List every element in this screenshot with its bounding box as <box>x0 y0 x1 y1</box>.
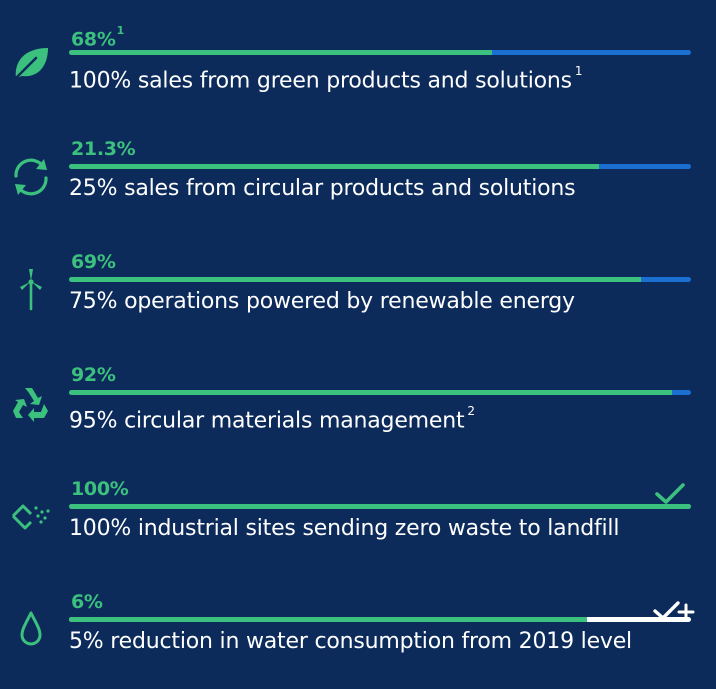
target-label: 100% sales from green products and solut… <box>69 64 583 94</box>
footnote-marker: 1 <box>116 24 125 37</box>
target-label: 75% operations powered by renewable ener… <box>69 289 575 314</box>
target-value: 100% <box>71 478 129 500</box>
wind-turbine-icon <box>8 267 54 313</box>
progress-fill <box>69 390 673 395</box>
target-row-renewable-energy: 69% 75% operations powered by renewable … <box>0 249 716 349</box>
progress-bar <box>69 504 691 509</box>
target-label: 95% circular materials management 2 <box>69 404 475 434</box>
target-label: 25% sales from circular products and sol… <box>69 176 576 201</box>
target-label: 5% reduction in water consumption from 2… <box>69 629 632 654</box>
target-value: 68%1 <box>71 24 125 51</box>
waste-bin-icon <box>8 494 54 540</box>
progress-bar <box>69 390 691 395</box>
progress-fill <box>69 277 642 282</box>
target-value: 69% <box>71 251 116 273</box>
recycle-icon <box>8 380 54 426</box>
target-row-circular-sales: 21.3% 25% sales from circular products a… <box>0 136 716 236</box>
progress-bar <box>69 617 691 622</box>
target-row-water-reduction: 6% 5% reduction in water consumption fro… <box>0 589 716 689</box>
progress-fill <box>69 50 492 55</box>
footnote-marker: 2 <box>467 404 475 418</box>
target-value: 92% <box>71 364 116 386</box>
progress-bar <box>69 164 691 169</box>
target-value: 21.3% <box>71 138 136 160</box>
check-plus-icon <box>653 601 695 621</box>
checkmark-icon <box>655 483 685 504</box>
progress-fill <box>69 617 588 622</box>
target-label: 100% industrial sites sending zero waste… <box>69 516 620 541</box>
leaf-icon <box>8 40 54 86</box>
progress-bar <box>69 277 691 282</box>
target-row-circular-materials: 92% 95% circular materials management 2 <box>0 362 716 462</box>
water-drop-icon <box>8 607 54 653</box>
target-row-green-sales: 68%1 100% sales from green products and … <box>0 22 716 122</box>
progress-fill <box>69 504 691 509</box>
target-row-zero-waste: 100% 100% industrial sites sending zero … <box>0 476 716 576</box>
footnote-marker: 1 <box>574 64 583 78</box>
circular-arrows-icon <box>8 154 54 200</box>
progress-fill <box>69 164 599 169</box>
target-value: 6% <box>71 591 103 613</box>
progress-bar <box>69 50 691 55</box>
